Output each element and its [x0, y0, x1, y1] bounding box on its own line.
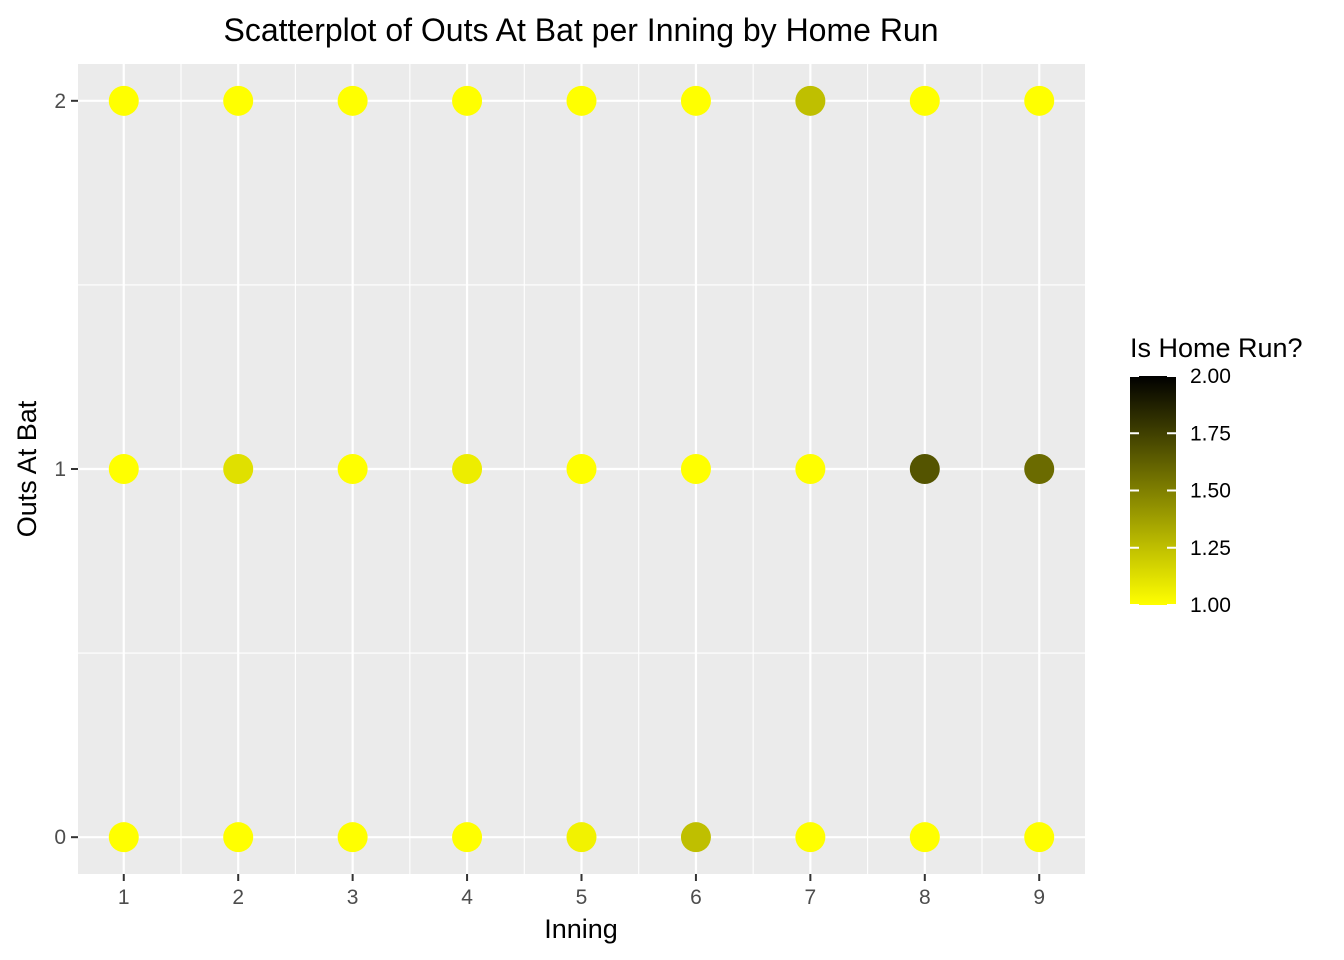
data-point — [452, 822, 483, 853]
x-tick-label: 1 — [118, 886, 130, 909]
data-point — [795, 454, 826, 484]
data-point — [108, 85, 139, 116]
x-tick-label: 8 — [919, 886, 931, 909]
y-axis-label: Outs At Bat — [12, 400, 42, 537]
data-point — [795, 85, 826, 116]
y-tick-label: 0 — [54, 826, 66, 849]
x-tick-label: 7 — [805, 886, 817, 909]
data-point — [223, 85, 254, 116]
data-point — [108, 822, 139, 853]
data-point — [909, 822, 940, 853]
data-points — [108, 85, 1055, 853]
data-point — [909, 454, 940, 484]
data-point — [566, 454, 597, 484]
data-point — [909, 85, 940, 116]
y-tick-label: 2 — [54, 90, 66, 113]
data-point — [337, 85, 368, 116]
data-point — [566, 822, 597, 853]
data-point — [337, 822, 368, 853]
data-point — [1024, 822, 1055, 853]
legend-title: Is Home Run? — [1130, 333, 1303, 363]
y-tick-label: 1 — [54, 458, 66, 481]
x-tick-label: 2 — [232, 886, 244, 909]
legend-tick-label: 1.50 — [1190, 480, 1231, 503]
x-tick-label: 9 — [1033, 886, 1045, 909]
x-tick-label: 4 — [461, 886, 473, 909]
data-point — [223, 454, 254, 484]
data-point — [452, 85, 483, 116]
data-point — [566, 85, 597, 116]
data-point — [680, 822, 711, 853]
legend-tick-label: 1.00 — [1190, 594, 1231, 617]
data-point — [223, 822, 254, 853]
data-point — [680, 454, 711, 484]
x-axis: 1 2 3 4 5 6 7 8 9 — [118, 874, 1045, 909]
data-point — [452, 454, 483, 484]
x-tick-label: 5 — [576, 886, 588, 909]
data-point — [108, 454, 139, 484]
data-point — [1024, 85, 1055, 116]
legend-tick-label: 1.75 — [1190, 422, 1231, 445]
x-axis-label: Inning — [544, 914, 618, 944]
legend-ticks: 1.00 1.25 1.50 1.75 2.00 — [1130, 365, 1231, 617]
y-axis: 0 1 2 — [54, 90, 78, 849]
data-point — [795, 822, 826, 853]
legend: Is Home Run? 1.00 1.25 1.50 1.75 2.00 — [1130, 333, 1303, 617]
legend-tick-label: 1.25 — [1190, 537, 1231, 560]
data-point — [680, 85, 711, 116]
x-tick-label: 3 — [347, 886, 359, 909]
legend-tick-label: 2.00 — [1190, 365, 1231, 388]
data-point — [337, 454, 368, 484]
chart-title: Scatterplot of Outs At Bat per Inning by… — [223, 12, 938, 48]
x-tick-label: 6 — [690, 886, 702, 909]
data-point — [1024, 454, 1055, 484]
